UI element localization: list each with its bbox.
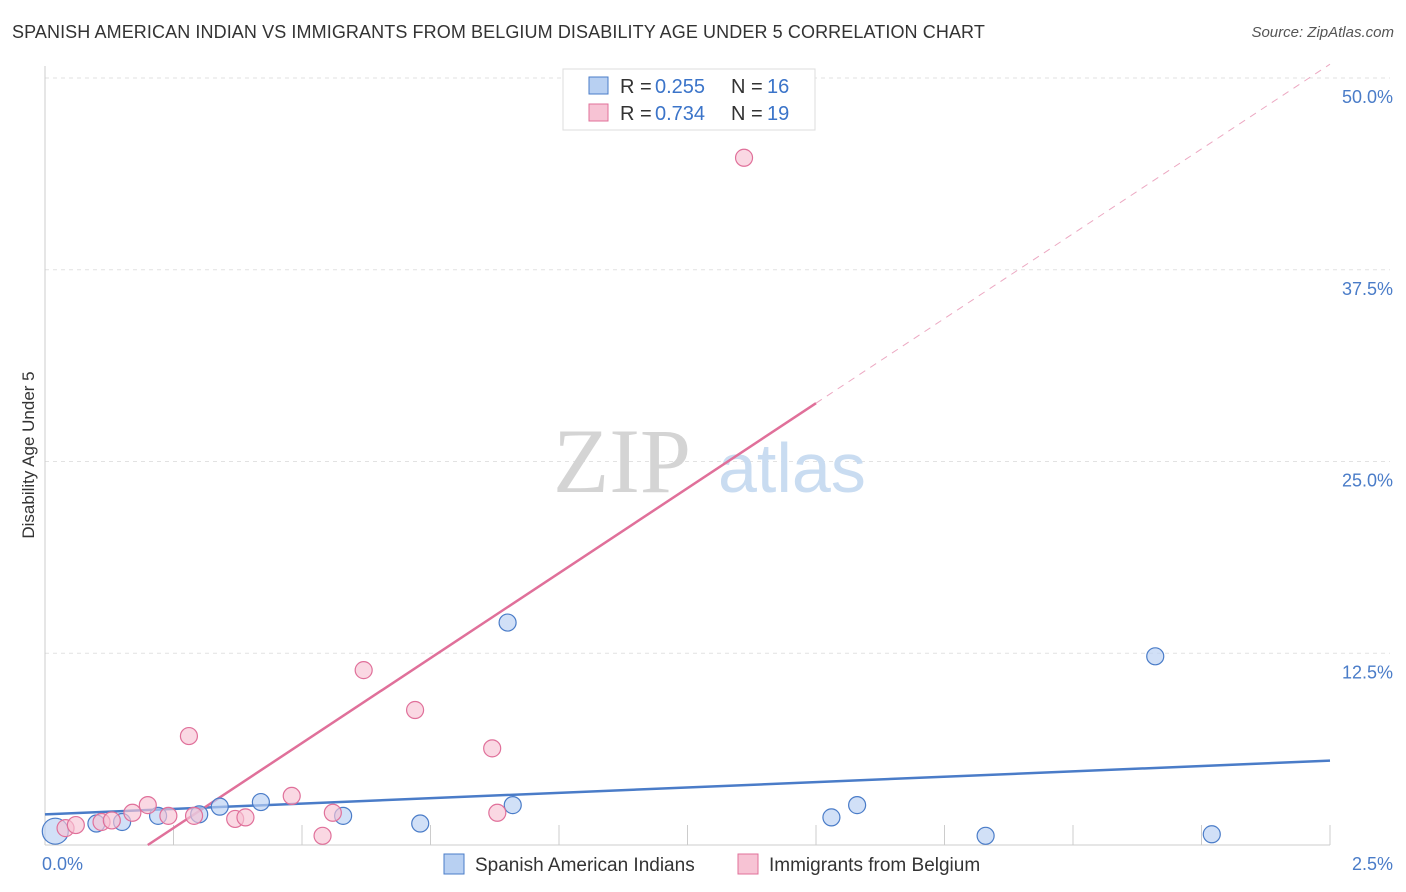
legend-r-label-0: R = bbox=[620, 76, 652, 98]
point-series-0-9 bbox=[498, 613, 517, 632]
legend-swatch-0 bbox=[588, 76, 609, 95]
point-series-0-10 bbox=[503, 796, 522, 815]
x-tick-labels: 0.0% 2.5% bbox=[42, 854, 1393, 874]
point-series-0-12 bbox=[848, 796, 867, 815]
bottom-legend: Spanish American Indians Immigrants from … bbox=[443, 853, 980, 876]
trend-line-series-1 bbox=[147, 402, 817, 847]
point-series-1-1 bbox=[66, 815, 85, 835]
y-tick-labels: 12.5% 25.0% 37.5% 50.0% bbox=[1342, 87, 1393, 682]
trend-line-series-0 bbox=[44, 759, 1331, 816]
watermark-zip: ZIP bbox=[553, 410, 691, 512]
point-series-1-15 bbox=[405, 700, 425, 720]
grid-lines bbox=[45, 77, 1390, 654]
x-tick-label-0: 0.0% bbox=[42, 854, 83, 874]
legend-swatch-1 bbox=[588, 103, 609, 122]
point-series-1-10 bbox=[236, 808, 255, 827]
point-series-1-4 bbox=[123, 803, 142, 822]
trend-line-extension-series-1 bbox=[815, 63, 1331, 404]
watermark: ZIP atlas bbox=[553, 410, 866, 512]
point-series-1-8 bbox=[184, 806, 204, 825]
point-series-1-12 bbox=[313, 826, 332, 845]
bottom-legend-label-0: Spanish American Indians bbox=[475, 855, 695, 876]
legend-r-label-1: R = bbox=[620, 103, 652, 125]
point-series-0-8 bbox=[411, 814, 430, 833]
legend-r-value-1: 0.734 bbox=[655, 103, 705, 125]
point-series-0-11 bbox=[822, 808, 841, 827]
point-series-1-7 bbox=[179, 726, 199, 746]
bottom-legend-swatch-0 bbox=[443, 853, 465, 875]
y-tick-label-1: 25.0% bbox=[1342, 471, 1393, 491]
y-tick-label-2: 37.5% bbox=[1342, 279, 1393, 299]
point-series-0-15 bbox=[1202, 825, 1221, 844]
point-series-1-11 bbox=[282, 786, 301, 806]
data-points bbox=[41, 148, 1221, 845]
legend-r-value-0: 0.255 bbox=[655, 76, 705, 98]
point-series-1-6 bbox=[159, 806, 178, 825]
source-label: Source: ZipAtlas.com bbox=[1251, 24, 1394, 41]
legend-n-value-1: 19 bbox=[767, 103, 789, 125]
y-axis-label: Disability Age Under 5 bbox=[19, 371, 38, 538]
axes bbox=[44, 66, 1331, 846]
watermark-atlas: atlas bbox=[718, 429, 866, 507]
point-series-1-17 bbox=[488, 803, 507, 822]
chart-title: SPANISH AMERICAN INDIAN VS IMMIGRANTS FR… bbox=[12, 22, 985, 42]
point-series-0-5 bbox=[210, 797, 229, 816]
legend-n-label-0: N = bbox=[731, 76, 763, 98]
point-series-1-3 bbox=[102, 811, 121, 830]
point-series-1-18 bbox=[734, 148, 754, 167]
bottom-legend-swatch-1 bbox=[737, 853, 759, 875]
legend: R = 0.255 N = 16 R = 0.734 N = 19 bbox=[562, 68, 816, 131]
point-series-1-5 bbox=[138, 796, 157, 815]
point-series-0-6 bbox=[251, 792, 270, 812]
bottom-legend-label-1: Immigrants from Belgium bbox=[769, 855, 980, 876]
legend-n-value-0: 16 bbox=[767, 76, 789, 98]
point-series-1-14 bbox=[354, 661, 373, 680]
point-series-0-14 bbox=[1146, 647, 1165, 666]
x-tick-label-1: 2.5% bbox=[1352, 854, 1393, 874]
y-tick-label-0: 12.5% bbox=[1342, 662, 1393, 682]
point-series-1-13 bbox=[323, 803, 342, 822]
point-series-0-13 bbox=[976, 826, 995, 845]
point-series-1-16 bbox=[483, 739, 502, 758]
y-tick-label-3: 50.0% bbox=[1342, 87, 1393, 107]
legend-n-label-1: N = bbox=[731, 103, 763, 125]
